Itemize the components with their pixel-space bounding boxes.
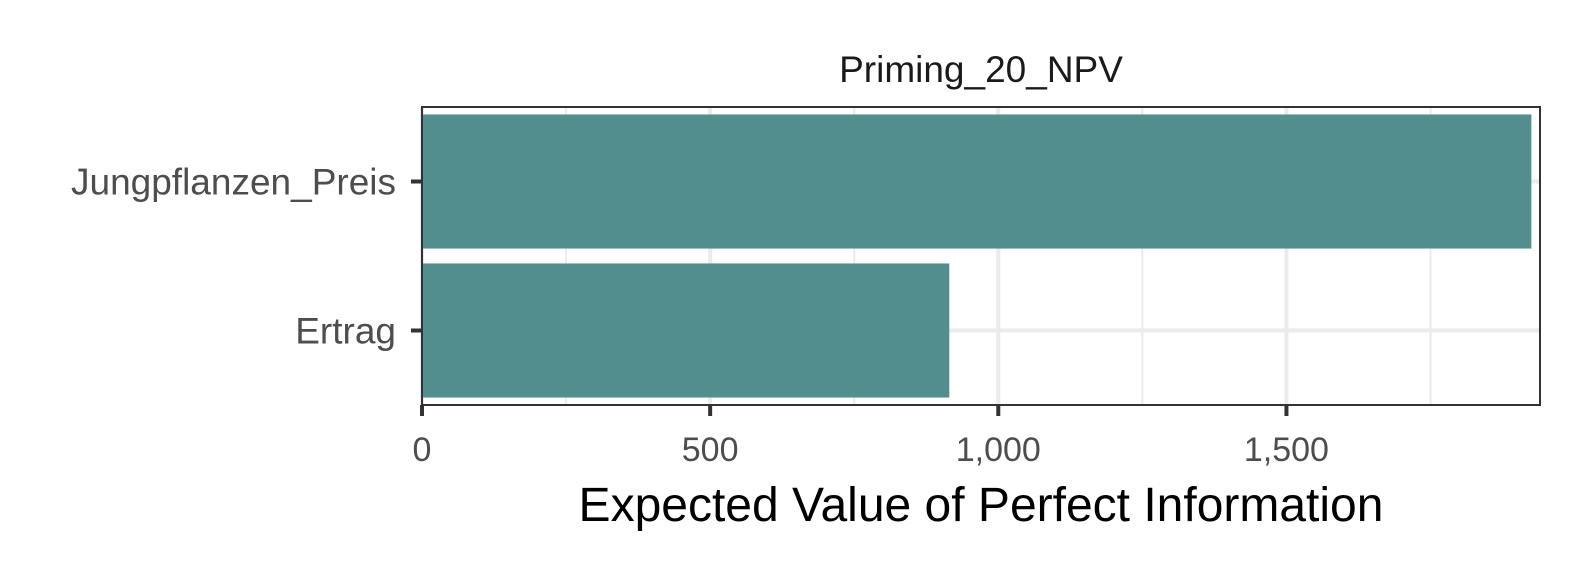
chart-title: Priming_20_NPV <box>839 49 1123 90</box>
x-tick-label: 500 <box>682 431 739 469</box>
x-axis-title: Expected Value of Perfect Information <box>579 479 1384 532</box>
y-category-label: Ertrag <box>295 311 396 352</box>
x-tick-label: 1,500 <box>1244 431 1329 469</box>
panel-border <box>421 106 1541 406</box>
bar-layer <box>422 114 1532 398</box>
bar-jungpflanzen-preis <box>422 114 1532 249</box>
y-axis: Jungpflanzen_Preis Ertrag <box>71 162 422 352</box>
bar-ertrag <box>422 263 950 398</box>
y-category-label: Jungpflanzen_Preis <box>71 162 396 203</box>
x-tick-label: 1,000 <box>956 431 1041 469</box>
x-axis: 0 500 1,000 1,500 <box>413 405 1329 469</box>
x-tick-label: 0 <box>413 431 432 469</box>
